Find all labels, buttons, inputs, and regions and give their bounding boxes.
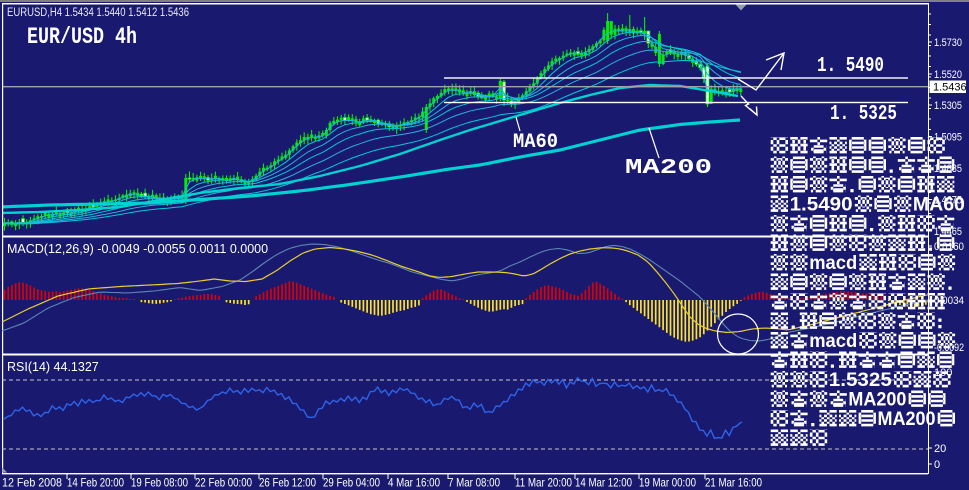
- svg-text:MA60: MA60: [513, 131, 558, 154]
- svg-text:1.4675: 1.4675: [934, 195, 962, 207]
- svg-text:26 Feb 12:00: 26 Feb 12:00: [259, 476, 316, 490]
- svg-text:MA200: MA200: [848, 389, 906, 411]
- svg-text:1.5520: 1.5520: [934, 69, 962, 81]
- svg-text:1.5325: 1.5325: [829, 369, 892, 391]
- svg-text:0: 0: [934, 459, 940, 471]
- svg-text:MA200: MA200: [625, 157, 712, 180]
- svg-text:11 Mar 20:00: 11 Mar 20:00: [515, 476, 572, 490]
- svg-text:RSI(14) 44.1327: RSI(14) 44.1327: [7, 360, 99, 374]
- svg-text:1.5490: 1.5490: [790, 194, 853, 216]
- svg-text:1.5305: 1.5305: [934, 100, 962, 112]
- svg-text:14 Feb 20:00: 14 Feb 20:00: [67, 476, 124, 490]
- svg-text:7 Mar 08:00: 7 Mar 08:00: [448, 476, 500, 490]
- svg-text:4 Mar 16:00: 4 Mar 16:00: [388, 476, 440, 490]
- svg-text:29 Feb 04:00: 29 Feb 04:00: [323, 476, 380, 490]
- svg-text:macd: macd: [809, 330, 857, 352]
- svg-text:EURUSD,H4 1.5434 1.5440 1.541: EURUSD,H4 1.5434 1.5440 1.5412 1.5436: [7, 7, 189, 19]
- svg-text:1.5436: 1.5436: [933, 82, 967, 94]
- svg-text:1. 5490: 1. 5490: [817, 55, 884, 78]
- svg-text:1. 5325: 1. 5325: [830, 103, 897, 126]
- svg-text:macd: macd: [809, 252, 857, 274]
- svg-text:MA200: MA200: [878, 408, 936, 430]
- svg-text:1.5730: 1.5730: [934, 37, 962, 49]
- svg-text:14 Mar 12:00: 14 Mar 12:00: [575, 476, 632, 490]
- svg-text:20: 20: [934, 443, 946, 455]
- svg-text:MACD(12,26,9) -0.0049 -0.0055: MACD(12,26,9) -0.0049 -0.0055 0.0011 0.0…: [7, 242, 268, 256]
- svg-text:MA60: MA60: [913, 194, 965, 216]
- svg-text:19 Mar 00:00: 19 Mar 00:00: [639, 476, 696, 490]
- svg-text:EUR/USD 4h: EUR/USD 4h: [27, 24, 137, 50]
- svg-text:1.5095: 1.5095: [934, 132, 962, 144]
- svg-text:21 Mar 16:00: 21 Mar 16:00: [705, 476, 762, 490]
- svg-text:12 Feb 2008: 12 Feb 2008: [2, 476, 62, 490]
- svg-text:22 Feb 00:00: 22 Feb 00:00: [195, 476, 252, 490]
- svg-text:19 Feb 08:00: 19 Feb 08:00: [131, 476, 188, 490]
